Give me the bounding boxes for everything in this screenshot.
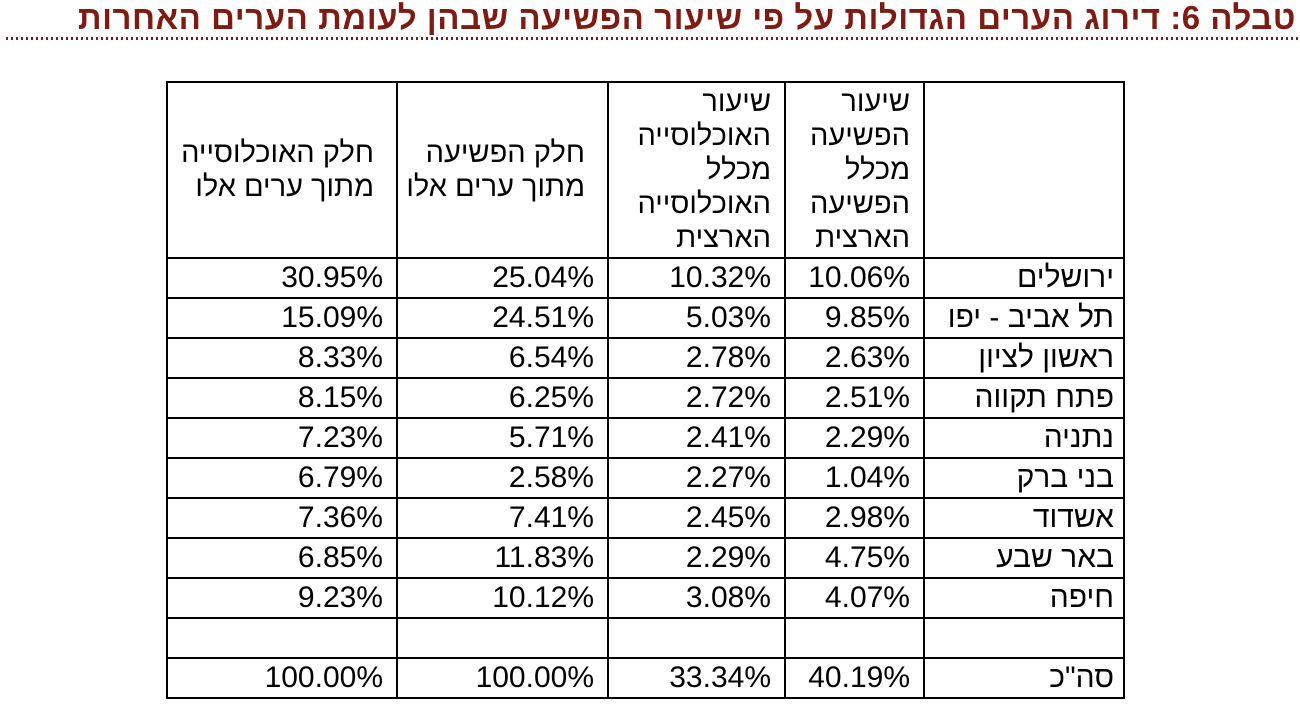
city-name-cell: סה"כ: [923, 657, 1125, 699]
crime-rate-national-cell: 2.98%: [784, 497, 925, 539]
crime-rate-national-cell: 9.85%: [784, 297, 925, 339]
population-share-group-cell: 8.15%: [166, 377, 398, 419]
crime-rate-national-cell: 2.63%: [784, 337, 925, 379]
population-rate-national-cell: 3.08%: [607, 577, 786, 619]
population-share-group-cell: 6.79%: [166, 457, 398, 499]
population-rate-national-cell: 2.41%: [607, 417, 786, 459]
population-share-group-cell: 15.09%: [166, 297, 398, 339]
crime-share-group-cell: 11.83%: [396, 537, 609, 579]
crime-share-group-cell: 10.12%: [396, 577, 609, 619]
cities-crime-table: שיעור הפשיעה מכלל הפשיעה הארצית שיעור הא…: [166, 81, 1125, 699]
population-share-group-cell: [166, 617, 398, 659]
header-population-share-group: חלק האוכלוסייה מתוך ערים אלו: [166, 81, 398, 259]
population-share-group-cell: 9.23%: [166, 577, 398, 619]
population-share-group-cell: 7.36%: [166, 497, 398, 539]
city-name-cell: פתח תקווה: [923, 377, 1125, 419]
table-row: פתח תקווה 2.51% 2.72% 6.25% 8.15%: [166, 377, 1125, 419]
crime-rate-national-cell: 4.07%: [784, 577, 925, 619]
population-share-group-cell: 30.95%: [166, 257, 398, 299]
crime-share-group-cell: 7.41%: [396, 497, 609, 539]
table-title: טבלה 6: דירוג הערים הגדולות על פי שיעור …: [77, 0, 1296, 36]
header-crime-share-group: חלק הפשיעה מתוך ערים אלו: [396, 81, 609, 259]
table-row: בני ברק 1.04% 2.27% 2.58% 6.79%: [166, 457, 1125, 499]
table-row: אשדוד 2.98% 2.45% 7.41% 7.36%: [166, 497, 1125, 539]
city-name-cell: אשדוד: [923, 497, 1125, 539]
population-rate-national-cell: [607, 617, 786, 659]
population-rate-national-cell: 5.03%: [607, 297, 786, 339]
population-rate-national-cell: 2.29%: [607, 537, 786, 579]
table-row: סה"כ 40.19% 33.34% 100.00% 100.00%: [166, 657, 1125, 699]
population-rate-national-cell: 2.27%: [607, 457, 786, 499]
city-name-cell: [923, 617, 1125, 659]
crime-rate-national-cell: 40.19%: [784, 657, 925, 699]
crime-share-group-cell: 6.25%: [396, 377, 609, 419]
population-rate-national-cell: 2.72%: [607, 377, 786, 419]
crime-share-group-cell: 24.51%: [396, 297, 609, 339]
crime-rate-national-cell: [784, 617, 925, 659]
table-header-row: שיעור הפשיעה מכלל הפשיעה הארצית שיעור הא…: [166, 81, 1125, 259]
crime-share-group-cell: 100.00%: [396, 657, 609, 699]
population-rate-national-cell: 33.34%: [607, 657, 786, 699]
crime-share-group-cell: 5.71%: [396, 417, 609, 459]
crime-rate-national-cell: 10.06%: [784, 257, 925, 299]
table-row: ראשון לציון 2.63% 2.78% 6.54% 8.33%: [166, 337, 1125, 379]
title-dotted-underline: [6, 37, 1298, 40]
crime-share-group-cell: 25.04%: [396, 257, 609, 299]
header-city-column: [923, 81, 1125, 259]
population-rate-national-cell: 2.45%: [607, 497, 786, 539]
table-row: ירושלים 10.06% 10.32% 25.04% 30.95%: [166, 257, 1125, 299]
city-name-cell: ירושלים: [923, 257, 1125, 299]
table-row: נתניה 2.29% 2.41% 5.71% 7.23%: [166, 417, 1125, 459]
crime-rate-national-cell: 4.75%: [784, 537, 925, 579]
city-name-cell: חיפה: [923, 577, 1125, 619]
population-rate-national-cell: 2.78%: [607, 337, 786, 379]
header-crime-rate-national: שיעור הפשיעה מכלל הפשיעה הארצית: [784, 81, 925, 259]
table-row: חיפה 4.07% 3.08% 10.12% 9.23%: [166, 577, 1125, 619]
population-share-group-cell: 8.33%: [166, 337, 398, 379]
city-name-cell: בני ברק: [923, 457, 1125, 499]
city-name-cell: נתניה: [923, 417, 1125, 459]
crime-share-group-cell: [396, 617, 609, 659]
population-share-group-cell: 6.85%: [166, 537, 398, 579]
city-name-cell: תל אביב - יפו: [923, 297, 1125, 339]
crime-share-group-cell: 6.54%: [396, 337, 609, 379]
crime-share-group-cell: 2.58%: [396, 457, 609, 499]
crime-rate-national-cell: 2.29%: [784, 417, 925, 459]
population-share-group-cell: 100.00%: [166, 657, 398, 699]
population-rate-national-cell: 10.32%: [607, 257, 786, 299]
table-row: [166, 617, 1125, 659]
city-name-cell: באר שבע: [923, 537, 1125, 579]
table-body: ירושלים 10.06% 10.32% 25.04% 30.95% תל א…: [166, 257, 1125, 699]
table-row: באר שבע 4.75% 2.29% 11.83% 6.85%: [166, 537, 1125, 579]
city-name-cell: ראשון לציון: [923, 337, 1125, 379]
population-share-group-cell: 7.23%: [166, 417, 398, 459]
header-population-rate-national: שיעור האוכלוסייה מכלל האוכלוסייה הארצית: [607, 81, 786, 259]
crime-rate-national-cell: 2.51%: [784, 377, 925, 419]
table-row: תל אביב - יפו 9.85% 5.03% 24.51% 15.09%: [166, 297, 1125, 339]
crime-rate-national-cell: 1.04%: [784, 457, 925, 499]
